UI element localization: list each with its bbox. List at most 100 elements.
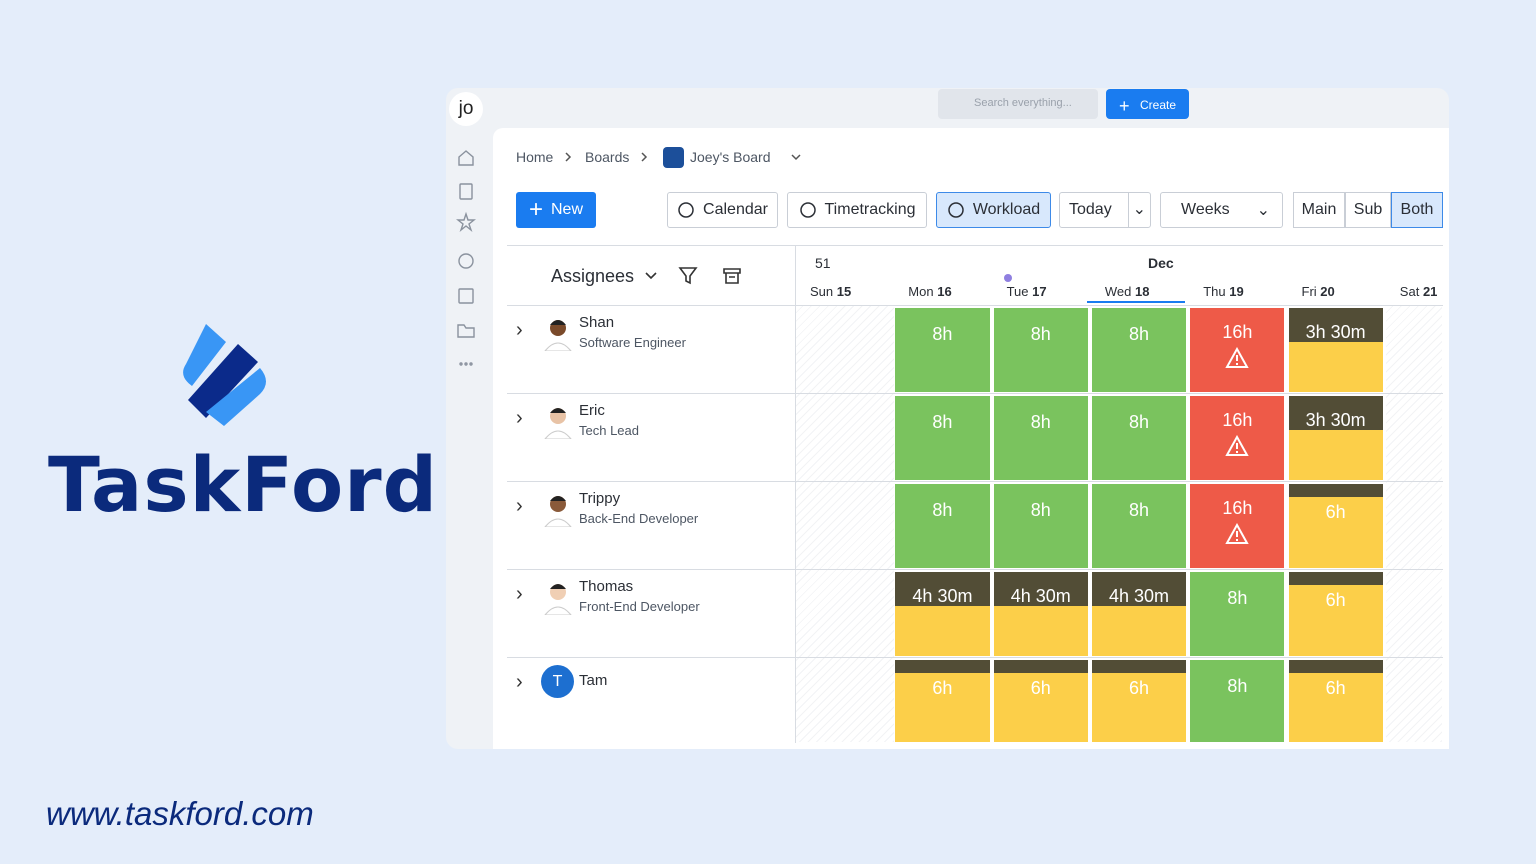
sidebar-icons: [456, 150, 476, 366]
expand[interactable]: ›: [516, 407, 523, 429]
view-label: Calendar: [703, 201, 768, 218]
workload-cell[interactable]: 8h: [993, 308, 1088, 392]
brand-name: TaskFord: [48, 440, 439, 529]
workload-cell[interactable]: 16h: [1190, 484, 1285, 568]
capacity-band: [1091, 660, 1187, 673]
cell-label: 8h: [932, 412, 953, 432]
capacity-band: [895, 660, 990, 673]
brand-url: www.taskford.com: [46, 795, 314, 832]
workload-cell[interactable]: 6h: [895, 660, 990, 742]
workload-cell[interactable]: 6h: [1288, 660, 1383, 742]
workload-cell[interactable]: 4h 30m: [993, 572, 1088, 656]
mode-button[interactable]: Main: [1293, 192, 1345, 228]
cell-label: 8h: [1227, 676, 1248, 696]
workload-cell[interactable]: 6h: [1288, 484, 1383, 568]
workload-cell[interactable]: 8h: [895, 308, 990, 392]
board-icon: [663, 147, 684, 168]
workload-cell[interactable]: 8h: [1091, 396, 1187, 480]
today-dot: [1003, 274, 1012, 282]
today-button[interactable]: Today ⌄: [1059, 192, 1151, 228]
dropdown: ⌄: [1127, 192, 1150, 228]
cell-label: 8h: [932, 324, 953, 344]
mode-button[interactable]: Sub: [1345, 192, 1391, 228]
cell-label: 8h: [1030, 412, 1051, 432]
avatar: T: [541, 665, 574, 698]
workload-cell[interactable]: 8h: [993, 396, 1088, 480]
workload-cell[interactable]: 8h: [1190, 660, 1285, 742]
cell-label: 16h: [1222, 322, 1253, 342]
view-button[interactable]: Timetracking: [787, 192, 927, 228]
workload-cell[interactable]: 3h 30m: [1288, 308, 1383, 392]
crumb-chevrons: [565, 152, 801, 162]
avatar: [543, 579, 573, 616]
weekend-column: [1385, 305, 1442, 742]
new-button[interactable]: + New: [516, 192, 596, 228]
crumb[interactable]: Joey's Board: [690, 149, 771, 165]
workload-cell[interactable]: 16h: [1190, 308, 1285, 392]
day-header: Tue 17: [1007, 284, 1047, 299]
day-name: Fri: [1301, 284, 1317, 299]
workload-cell[interactable]: 8h: [1091, 308, 1187, 392]
workload-cell[interactable]: 4h 30m: [1091, 572, 1187, 656]
workload-cell[interactable]: 8h: [895, 484, 990, 568]
view-icon: [678, 202, 694, 218]
weekend-column: [796, 305, 895, 742]
assignee-role: Front-End Developer: [579, 599, 700, 614]
avatar-figure: [543, 496, 573, 528]
row-line: [507, 657, 1443, 658]
assignee-name: Eric: [579, 402, 605, 419]
day-name: Sun: [810, 284, 834, 299]
workspace-avatar[interactable]: jo: [449, 92, 483, 126]
assignees-label: Assignees: [551, 266, 635, 286]
row-line: [507, 393, 1443, 394]
workload-cell[interactable]: 8h: [1091, 484, 1187, 568]
workload-cell[interactable]: 6h: [993, 660, 1088, 742]
create-button[interactable]: Create: [1106, 89, 1189, 119]
today-label: Today: [1069, 201, 1112, 218]
capacity-band: [1288, 572, 1383, 585]
plus: +: [528, 196, 543, 223]
assignee-name: Trippy: [579, 490, 621, 507]
view-icon: [948, 202, 964, 218]
crumb[interactable]: Boards: [585, 149, 630, 165]
cell-label: 4h 30m: [1010, 586, 1071, 606]
month: Dec: [1148, 255, 1174, 271]
workload-cell[interactable]: 6h: [1091, 660, 1187, 742]
warning-icon: [1225, 435, 1250, 456]
expand[interactable]: ›: [516, 583, 523, 605]
row-line: [507, 569, 1443, 570]
expand[interactable]: ›: [516, 671, 523, 693]
cell-label: 6h: [1325, 590, 1346, 610]
plus: +: [1119, 96, 1130, 116]
range-select[interactable]: Weeks ⌄: [1160, 192, 1283, 228]
view-button[interactable]: Workload: [936, 192, 1051, 228]
view-button[interactable]: Calendar: [667, 192, 778, 228]
expand[interactable]: ›: [516, 319, 523, 341]
avatar: [543, 315, 573, 352]
workload-cell[interactable]: 6h: [1288, 572, 1383, 656]
expand[interactable]: ›: [516, 495, 523, 517]
crumb[interactable]: Home: [516, 149, 554, 165]
cell-label: 6h: [1325, 678, 1346, 698]
range-label: Weeks: [1181, 201, 1230, 218]
row-line: [507, 305, 1443, 306]
workload-cell[interactable]: 8h: [1190, 572, 1285, 656]
day-number: 18: [1135, 284, 1150, 299]
workload-cell[interactable]: 8h: [993, 484, 1088, 568]
workload-cell[interactable]: 3h 30m: [1288, 396, 1383, 480]
assignee-name: Thomas: [579, 578, 634, 595]
day-number: 20: [1320, 284, 1335, 299]
cell-label: 8h: [1129, 412, 1150, 432]
assignee-name: Shan: [579, 314, 615, 331]
workload-cell[interactable]: 4h 30m: [895, 572, 990, 656]
cell-label: 4h 30m: [912, 586, 973, 606]
day-name: Sat: [1399, 284, 1420, 299]
cell-label: 6h: [1325, 502, 1346, 522]
workload-cell[interactable]: 16h: [1190, 396, 1285, 480]
mode-button[interactable]: Both: [1391, 192, 1443, 228]
search[interactable]: Search everything...: [938, 89, 1098, 119]
capacity-band: [1288, 308, 1383, 342]
cell-label: 6h: [1030, 678, 1051, 698]
workload-cell[interactable]: 8h: [895, 396, 990, 480]
